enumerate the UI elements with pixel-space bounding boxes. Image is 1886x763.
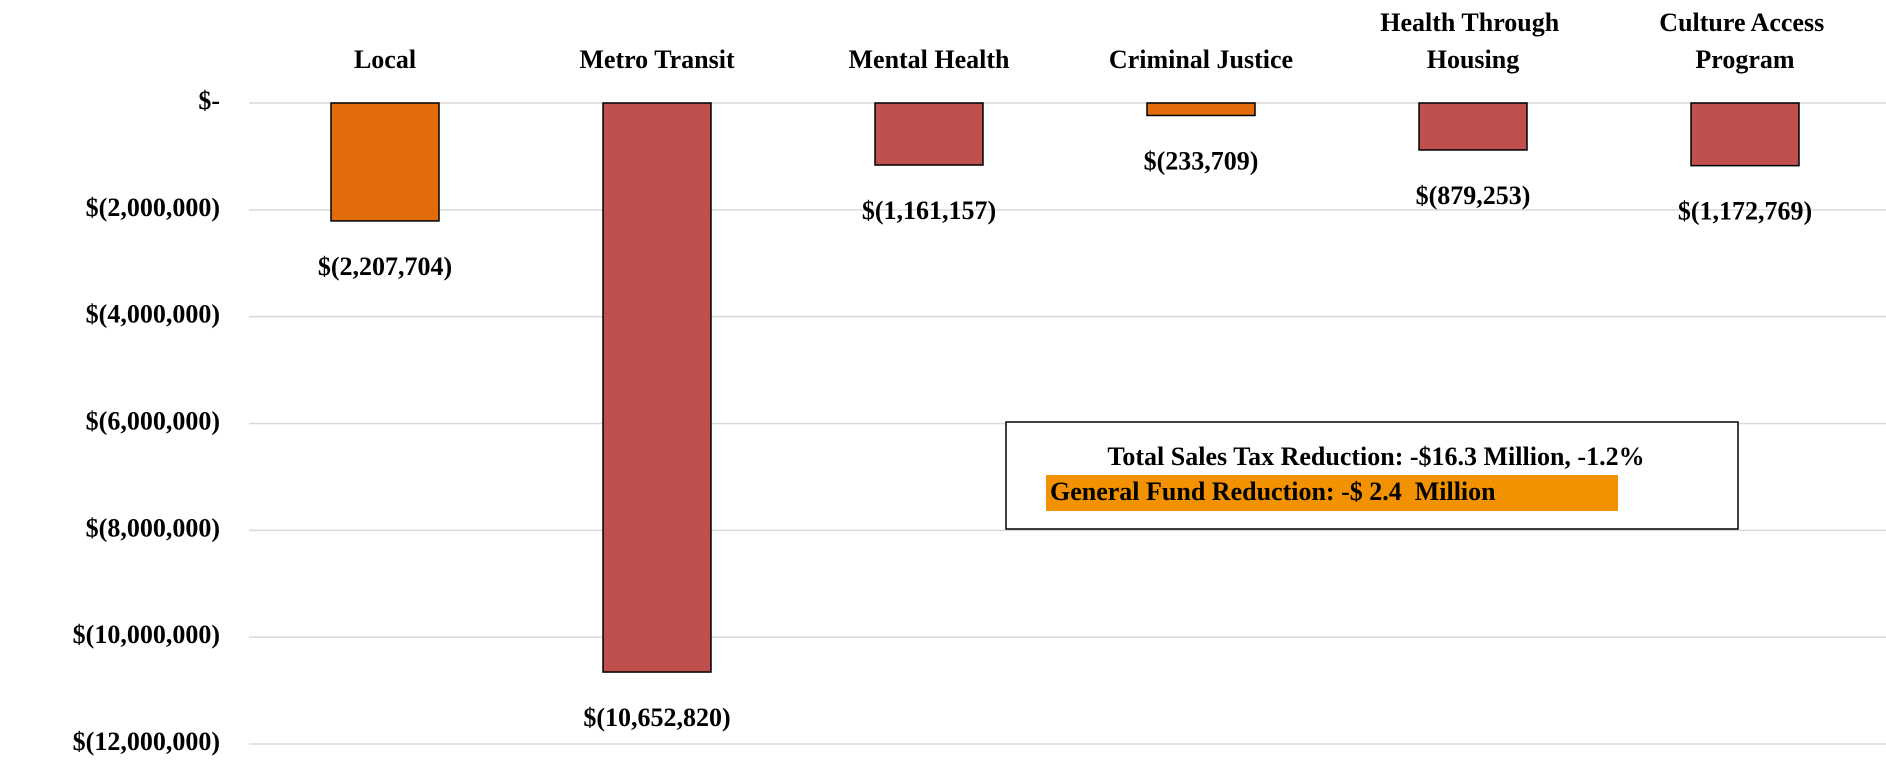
bar — [1146, 102, 1256, 117]
annotation: Total Sales Tax Reduction: -$16.3 Millio… — [1107, 442, 1644, 471]
y-tick-label: $- — [198, 86, 220, 115]
x-tick-label: Mental Health — [848, 45, 1010, 74]
y-tick-label: $(4,000,000) — [86, 300, 220, 329]
value-label: $(2,207,704) — [318, 252, 452, 281]
value-label: $(233,709) — [1144, 146, 1259, 175]
annotation-highlight — [1046, 475, 1618, 511]
bar — [1418, 102, 1528, 151]
bar — [330, 102, 440, 222]
value-label: $(1,172,769) — [1678, 197, 1812, 226]
x-tick-label: Criminal Justice — [1109, 45, 1293, 74]
x-tick-label: Metro Transit — [579, 45, 735, 74]
value-label: $(879,253) — [1416, 181, 1531, 210]
x-tick-label: Culture Access Program — [1659, 8, 1830, 74]
bar — [874, 102, 984, 166]
y-tick-label: $(2,000,000) — [86, 193, 220, 222]
y-tick-label: $(6,000,000) — [86, 406, 220, 435]
value-label: $(1,161,157) — [862, 196, 996, 225]
y-tick-label: $(10,000,000) — [73, 620, 220, 649]
x-tick-label: Local — [354, 45, 416, 74]
annotation: General Fund Reduction: -$ 2.4 Million — [1050, 477, 1496, 506]
x-tick-label: Health Through Housing — [1380, 8, 1565, 74]
y-tick-label: $(12,000,000) — [73, 727, 220, 756]
bar — [1690, 102, 1800, 167]
value-label: $(10,652,820) — [583, 703, 730, 732]
y-tick-label: $(8,000,000) — [86, 513, 220, 542]
bar — [602, 102, 712, 673]
